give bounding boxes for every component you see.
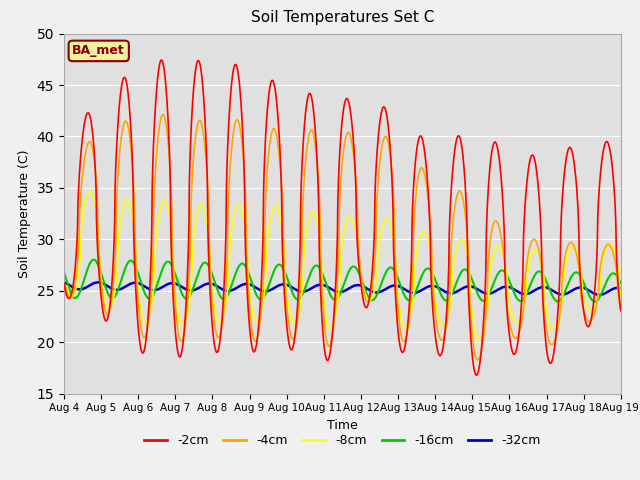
-2cm [547,360,554,366]
-16cm [274,262,282,268]
-4cm [159,112,167,118]
-32cm [606,288,614,293]
-8cm [60,284,68,289]
-32cm [124,282,132,288]
Line: -4cm: -4cm [64,115,621,360]
-4cm [606,243,614,249]
-32cm [298,289,306,295]
-8cm [298,290,306,296]
-16cm [157,271,164,276]
X-axis label: Time: Time [327,419,358,432]
-4cm [157,117,164,123]
-2cm [472,372,480,378]
-16cm [60,269,68,275]
-8cm [274,206,282,212]
-16cm [298,293,306,299]
-8cm [86,188,93,194]
-4cm [124,121,131,127]
-32cm [157,285,164,291]
-16cm [546,288,554,293]
-4cm [60,283,68,288]
-4cm [617,307,625,312]
Line: -16cm: -16cm [64,260,621,301]
-16cm [124,260,132,266]
-16cm [90,257,97,263]
-32cm [546,286,554,292]
-8cm [547,324,554,329]
-32cm [94,279,102,285]
-2cm [274,111,282,117]
-2cm [124,86,131,92]
Y-axis label: Soil Temperature (C): Soil Temperature (C) [18,149,31,278]
-16cm [617,280,625,286]
Line: -2cm: -2cm [64,60,621,375]
-32cm [60,279,68,285]
-2cm [617,308,625,313]
-4cm [298,244,306,250]
-2cm [157,57,165,63]
Legend: -2cm, -4cm, -8cm, -16cm, -32cm: -2cm, -4cm, -8cm, -16cm, -32cm [140,429,545,452]
Title: Soil Temperatures Set C: Soil Temperatures Set C [251,11,434,25]
-2cm [606,149,614,155]
Line: -32cm: -32cm [64,282,621,295]
-2cm [60,281,68,287]
-2cm [298,167,306,172]
-32cm [617,286,625,291]
-32cm [596,292,604,298]
-4cm [547,341,554,347]
-8cm [124,197,132,203]
-16cm [591,299,598,304]
Text: BA_met: BA_met [72,44,125,58]
-8cm [617,291,625,297]
-8cm [476,337,483,343]
-8cm [157,204,164,210]
-4cm [474,357,482,363]
-16cm [606,272,614,278]
-8cm [606,241,614,247]
Line: -8cm: -8cm [64,191,621,340]
-2cm [157,58,164,64]
-32cm [274,283,282,289]
-4cm [274,139,282,145]
